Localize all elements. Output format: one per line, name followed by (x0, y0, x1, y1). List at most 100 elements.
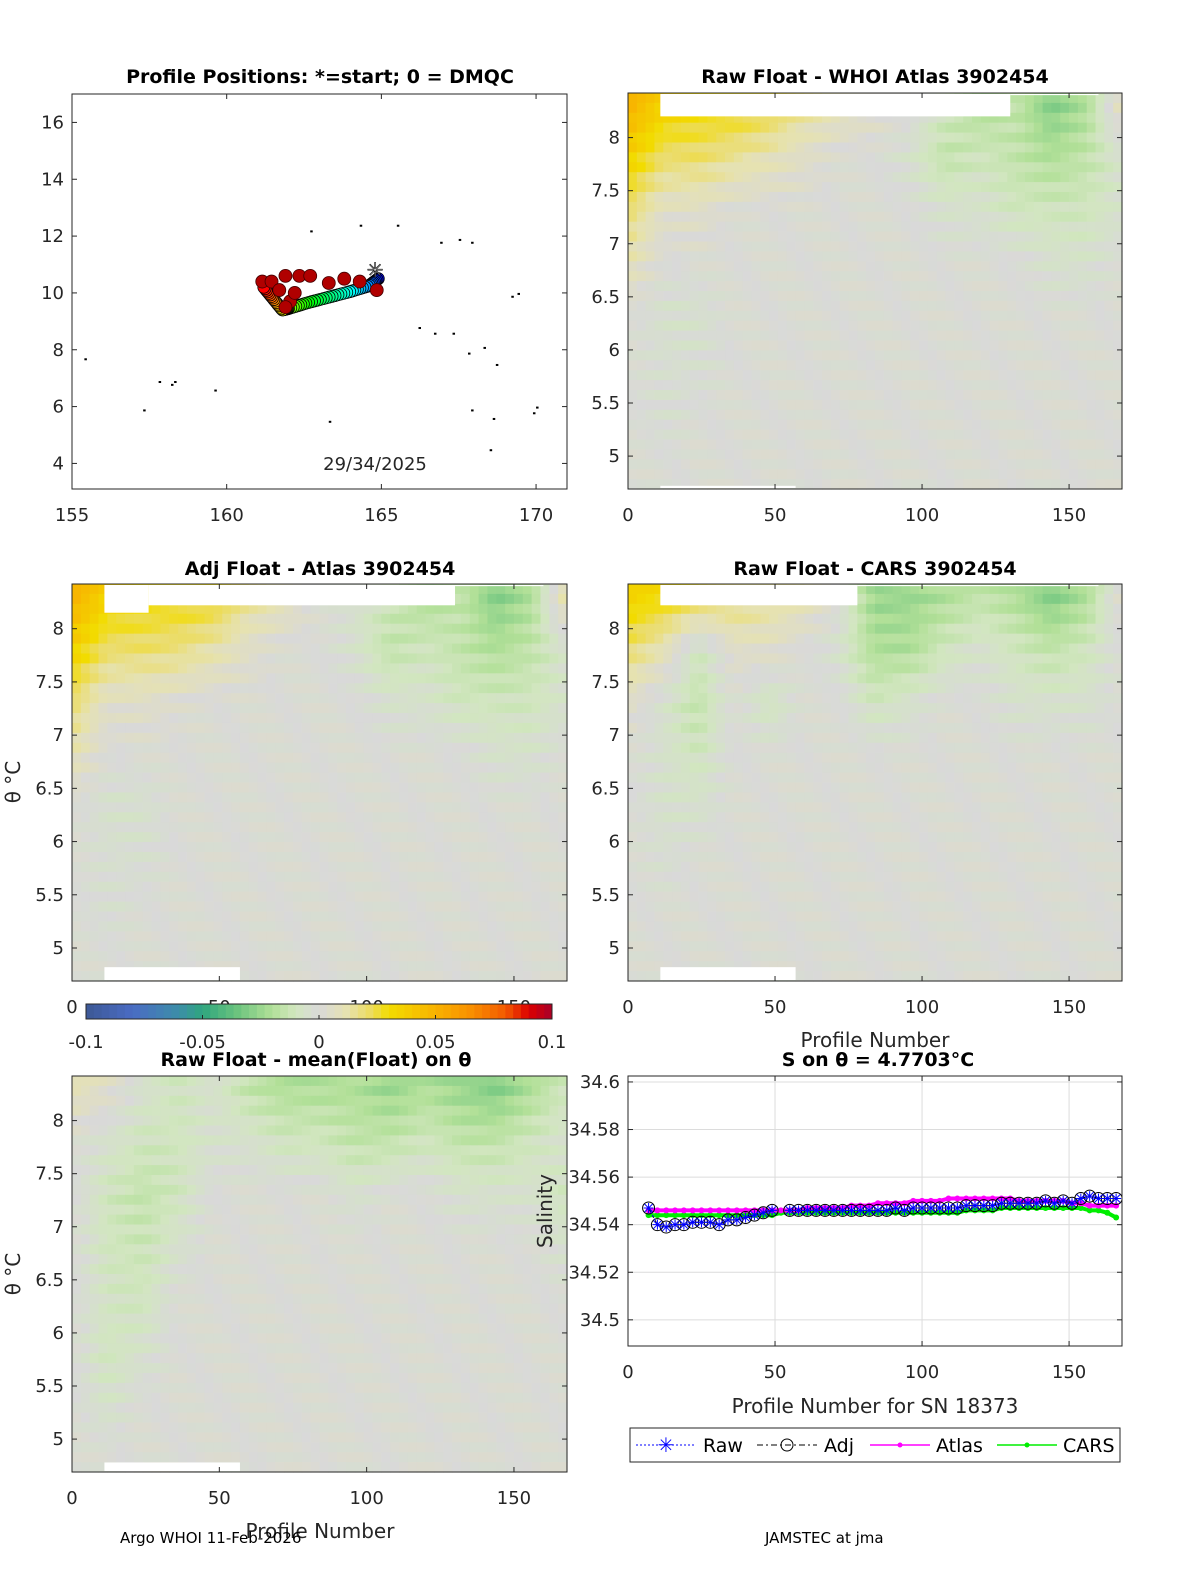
heatmap-cell (646, 479, 655, 490)
heatmap-cell (946, 410, 955, 421)
heatmap-cell (231, 852, 240, 863)
heatmap-cell (919, 390, 928, 401)
heatmap-cell (919, 172, 928, 183)
heatmap-cell (954, 133, 963, 144)
heatmap-cell (470, 753, 479, 764)
heatmap-cell (813, 152, 822, 163)
heatmap-cell (1051, 360, 1060, 371)
heatmap-cell (461, 822, 470, 833)
heatmap-cell (637, 123, 646, 134)
heatmap-cell (558, 634, 567, 645)
heatmap-cell (99, 912, 108, 923)
heatmap-cell (796, 321, 805, 332)
heatmap-cell (373, 733, 382, 744)
heatmap-cell (434, 693, 443, 704)
heatmap-cell (1104, 133, 1113, 144)
heatmap-cell (532, 673, 541, 684)
heatmap-cell (275, 713, 284, 724)
heatmap-cell (637, 251, 646, 262)
heatmap-cell (734, 261, 743, 272)
heatmap-cell (258, 842, 267, 853)
heatmap-cell (487, 644, 496, 655)
heatmap-cell (99, 842, 108, 853)
heatmap-cell (328, 624, 337, 635)
heatmap-cell (81, 842, 90, 853)
heatmap-cell (470, 693, 479, 704)
heatmap-cell (452, 653, 461, 664)
heatmap-cell (769, 172, 778, 183)
heatmap-cell (999, 152, 1008, 163)
heatmap-cell (875, 192, 884, 203)
heatmap-cell (346, 773, 355, 784)
heatmap-cell (222, 733, 231, 744)
heatmap-cell (1034, 113, 1043, 124)
heatmap-cell (743, 400, 752, 411)
heatmap-cell (355, 644, 364, 655)
heatmap-cell (487, 832, 496, 843)
heatmap-cell (734, 271, 743, 282)
heatmap-cell (549, 971, 558, 982)
heatmap-cell (81, 832, 90, 843)
heatmap-cell (725, 634, 734, 645)
heatmap-cell (196, 902, 205, 913)
heatmap-cell (1025, 614, 1034, 625)
heatmap-cell (346, 961, 355, 972)
heatmap-cell (337, 653, 346, 664)
heatmap-cell (707, 390, 716, 401)
heatmap-cell (540, 882, 549, 893)
heatmap-cell (417, 644, 426, 655)
heatmap-cell (514, 614, 523, 625)
heatmap-cell (390, 723, 399, 734)
heatmap-cell (813, 430, 822, 441)
heatmap-cell (532, 644, 541, 655)
heatmap-cell (222, 653, 231, 664)
heatmap-cell (399, 842, 408, 853)
heatmap-cell (275, 892, 284, 903)
heatmap-cell (822, 341, 831, 352)
heatmap-cell (1069, 341, 1078, 352)
heatmap-cell (813, 311, 822, 322)
heatmap-cell (910, 311, 919, 322)
heatmap-cell (672, 311, 681, 322)
heatmap-cell (134, 693, 143, 704)
heatmap-cell (840, 614, 849, 625)
heatmap-cell (1034, 400, 1043, 411)
heatmap-cell (637, 93, 646, 104)
heatmap-cell (637, 261, 646, 272)
heatmap-cell (187, 862, 196, 873)
heatmap-cell (875, 232, 884, 243)
heatmap-cell (1051, 400, 1060, 411)
heatmap-cell (857, 182, 866, 193)
heatmap-cell (849, 331, 858, 342)
heatmap-cell (399, 882, 408, 893)
heatmap-cell (1060, 459, 1069, 470)
heatmap-cell (840, 162, 849, 173)
heatmap-cell (470, 624, 479, 635)
heatmap-cell (373, 792, 382, 803)
heatmap-cell (1007, 341, 1016, 352)
heatmap-cell (1096, 271, 1105, 282)
heatmap-cell (963, 410, 972, 421)
heatmap-cell (426, 713, 435, 724)
heatmap-cell (293, 683, 302, 694)
heatmap-cell (125, 822, 134, 833)
heatmap-cell (981, 222, 990, 233)
heatmap-cell (373, 773, 382, 784)
heatmap-cell (213, 683, 222, 694)
heatmap-cell (143, 743, 152, 754)
heatmap-cell (981, 271, 990, 282)
heatmap-cell (804, 251, 813, 262)
heatmap-cell (849, 624, 858, 635)
heatmap-cell (461, 683, 470, 694)
heatmap-cell (505, 733, 514, 744)
heatmap-cell (857, 440, 866, 451)
heatmap-cell (355, 812, 364, 823)
heatmap-cell (284, 842, 293, 853)
heatmap-cell (364, 862, 373, 873)
heatmap-cell (399, 743, 408, 754)
heatmap-cell (1043, 459, 1052, 470)
heatmap-cell (470, 663, 479, 674)
heatmap-cell (716, 370, 725, 381)
heatmap-cell (681, 281, 690, 292)
heatmap-cell (672, 281, 681, 292)
